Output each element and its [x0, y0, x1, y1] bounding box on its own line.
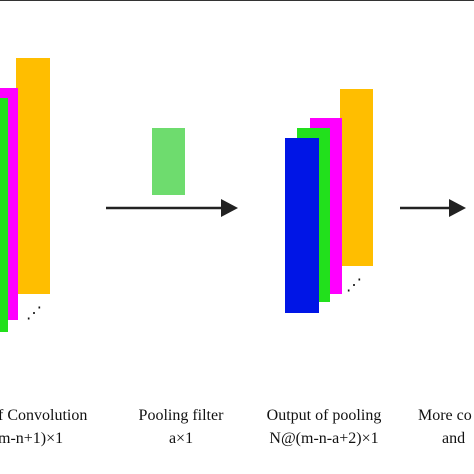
output-pooling-dims: N@(m-n-a+2)×1: [269, 430, 378, 447]
arrow-1: [106, 199, 238, 217]
arrow-2: [400, 199, 466, 217]
arrow-2-head: [449, 199, 466, 217]
conv-ellipsis: ⋰: [26, 305, 42, 322]
pooling-filter-block: [152, 128, 185, 195]
convolution-dims: m-n+1)×1: [0, 430, 63, 447]
pooling-filter-dims: a×1: [169, 430, 193, 447]
arrow-1-head: [221, 199, 238, 217]
pool-ellipsis: ⋰: [346, 277, 362, 294]
more-sub: and: [442, 430, 465, 447]
pooling-output-stack: ⋰: [285, 89, 373, 313]
conv-map-yellow: [16, 58, 50, 294]
convolution-output-stack: ⋰: [0, 58, 50, 332]
labels: f Convolution m-n+1)×1 Pooling filter a×…: [0, 407, 472, 447]
pool-map-blue: [285, 138, 319, 313]
output-pooling-title: Output of pooling: [267, 407, 382, 424]
convolution-title: f Convolution: [0, 407, 87, 424]
conv-map-green: [0, 98, 8, 332]
pooling-filter-title: Pooling filter: [139, 407, 225, 424]
pool-map-yellow: [340, 89, 373, 266]
more-title: More co: [418, 407, 472, 424]
